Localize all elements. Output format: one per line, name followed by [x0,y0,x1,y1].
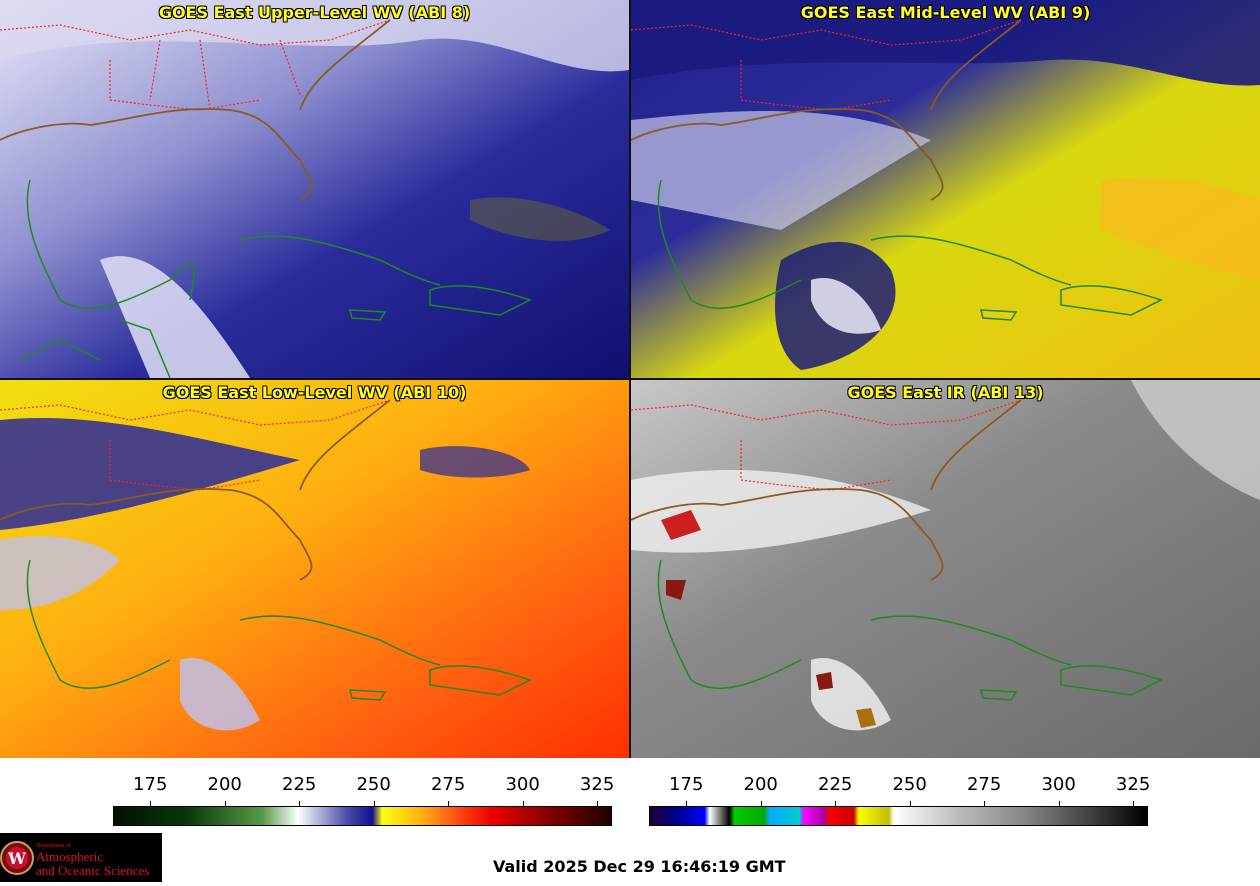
panel-low-level-wv: GOES East Low-Level WV (ABI 10) [0,380,629,758]
wv-colorbar-tick-label: 300 [505,774,540,795]
panel-ir: GOES East IR (ABI 13) [631,380,1260,758]
valid-time: Valid 2025 Dec 29 16:46:19 GMT [493,857,786,876]
upper-level-wv-image [0,0,629,378]
ir-image [631,380,1260,758]
ir-colorbar-tick-mark [686,801,688,806]
ir-colorbar-tick-mark [760,801,762,806]
panel-title: GOES East Low-Level WV (ABI 10) [162,383,467,402]
low-level-wv-image [0,380,629,758]
wv-colorbar-tick-mark [299,801,301,806]
wv-colorbar-gradient [113,806,612,826]
wv-colorbar-tick-mark [224,801,226,806]
svg-text:Department of: Department of [36,842,71,849]
panel-title: GOES East Mid-Level WV (ABI 9) [800,3,1091,22]
wv-colorbar-tick-label: 175 [133,774,168,795]
wv-colorbar-tick-mark [150,801,152,806]
wv-colorbar-tick-label: 200 [207,774,242,795]
ir-colorbar-tick-label: 175 [669,774,704,795]
ir-colorbar-tick-mark [984,801,986,806]
ir-colorbar [649,0,1148,882]
ir-colorbar-tick-label: 225 [818,774,853,795]
ir-colorbar-tick-mark [1133,801,1135,806]
ir-colorbar-tick-mark [1058,801,1060,806]
wv-colorbar [113,0,612,882]
wv-colorbar-tick-label: 225 [282,774,317,795]
aos-logo: W Department of Atmospheric and Oceanic … [0,833,162,882]
wv-colorbar-tick-mark [597,801,599,806]
svg-text:Atmospheric: Atmospheric [36,849,103,864]
panel-title: GOES East Upper-Level WV (ABI 8) [158,3,471,22]
wv-colorbar-tick-mark [373,801,375,806]
ir-colorbar-tick-mark [909,801,911,806]
ir-colorbar-tick-label: 200 [743,774,778,795]
wv-colorbar-tick-mark [448,801,450,806]
ir-colorbar-tick-label: 275 [966,774,1002,795]
ir-colorbar-tick-label: 325 [1115,774,1151,795]
ir-colorbar-tick-mark [835,801,837,806]
ir-colorbar-tick-label: 300 [1041,774,1076,795]
wv-colorbar-tick-label: 250 [356,774,391,795]
svg-text:and Oceanic Sciences: and Oceanic Sciences [36,863,149,878]
panel-title: GOES East IR (ABI 13) [847,383,1044,402]
wv-colorbar-tick-mark [522,801,524,806]
ir-colorbar-gradient [649,806,1148,826]
wv-colorbar-tick-label: 325 [579,774,615,795]
wv-colorbar-tick-label: 275 [430,774,466,795]
ir-colorbar-tick-label: 250 [892,774,927,795]
mid-level-wv-image [631,0,1260,378]
panel-mid-level-wv: GOES East Mid-Level WV (ABI 9) [631,0,1260,378]
uw-seal-icon: W Department of Atmospheric and Oceanic … [0,841,149,878]
panel-divider-horizontal [0,378,1260,380]
panel-upper-level-wv: GOES East Upper-Level WV (ABI 8) [0,0,629,378]
svg-text:W: W [7,849,27,868]
